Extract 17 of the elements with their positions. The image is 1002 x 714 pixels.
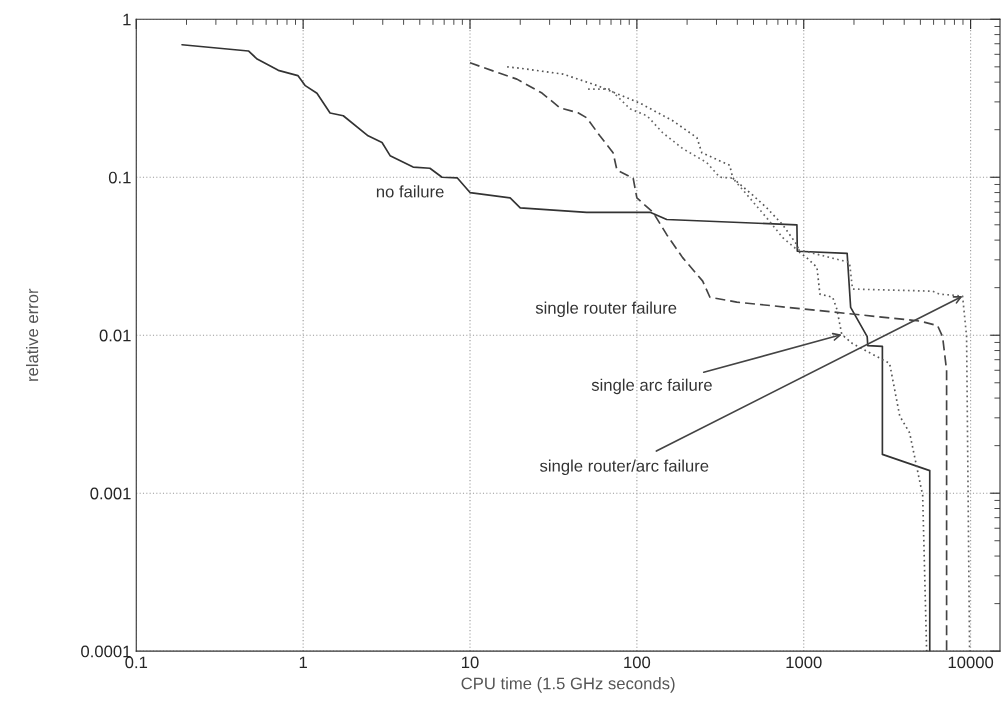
y-tick-label: 0.0001 xyxy=(81,645,131,658)
x-tick-label: 10000 xyxy=(948,656,994,669)
y-tick-label: 0.1 xyxy=(108,171,131,184)
x-axis-title: CPU time (1.5 GHz seconds) xyxy=(461,677,675,693)
x-tick-label: 100 xyxy=(624,656,651,669)
series-label: single router failure xyxy=(535,301,677,318)
annotation: single router/arc failure xyxy=(539,459,709,476)
x-tick-label: 1 xyxy=(299,656,307,669)
y-axis-title: relative error xyxy=(26,288,39,381)
x-tick-label: 1000 xyxy=(786,656,822,669)
y-tick-label: 0.01 xyxy=(99,329,131,342)
y-tick-label: 1 xyxy=(123,13,131,26)
annotation: single arc failure xyxy=(591,378,712,395)
y-tick-label: 0.001 xyxy=(90,487,131,500)
x-tick-label: 10 xyxy=(462,656,479,669)
x-tick-label: 0.1 xyxy=(125,656,148,669)
series-label: no failure xyxy=(376,185,444,198)
